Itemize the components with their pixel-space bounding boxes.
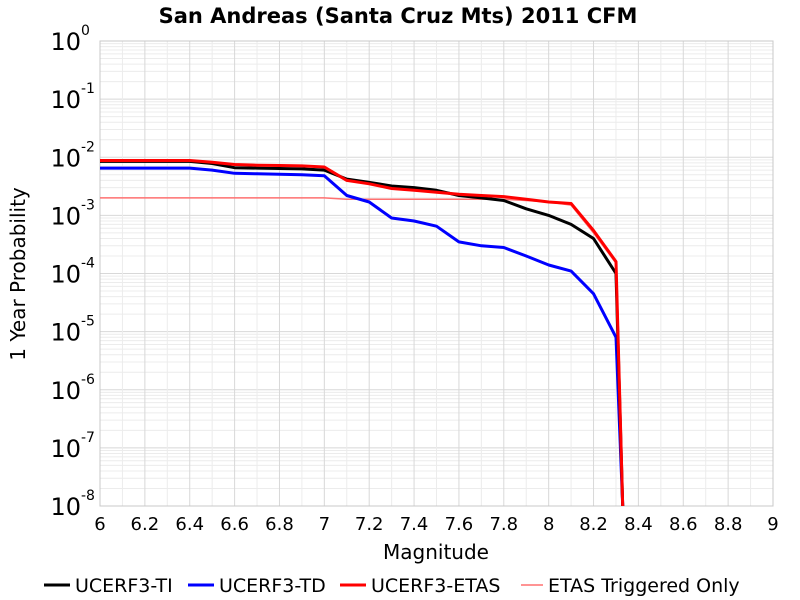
x-tick-label: 8.4: [624, 514, 653, 535]
y-tick-label: 10 -7: [50, 430, 95, 463]
x-tick-label: 7.8: [489, 514, 518, 535]
legend-item: UCERF3-TD: [188, 575, 326, 597]
y-tick-exponent: -4: [81, 256, 95, 272]
x-tick-label: 6.2: [131, 514, 160, 535]
y-tick-base: 10: [50, 319, 81, 347]
y-tick-base: 10: [50, 28, 81, 56]
x-tick-label: 6: [94, 514, 105, 535]
y-tick-base: 10: [50, 493, 81, 521]
plot-area-frame: [99, 40, 774, 507]
y-axis-label: 1 Year Probability: [6, 187, 30, 361]
x-tick-label: 7: [319, 514, 330, 535]
y-tick-label: 10 -1: [50, 81, 95, 114]
x-tick-label: 8: [543, 514, 554, 535]
x-tick-label: 6.6: [220, 514, 249, 535]
y-tick-base: 10: [50, 144, 81, 172]
legend-item: UCERF3-TI: [44, 575, 173, 597]
x-tick-label: 6.4: [175, 514, 204, 535]
chart-title: San Andreas (Santa Cruz Mts) 2011 CFM: [159, 4, 638, 28]
y-tick-label: 10 -8: [50, 488, 95, 521]
y-tick-base: 10: [50, 86, 81, 114]
y-tick-exponent: -8: [81, 488, 95, 504]
series-line-ucerf3-etas: [100, 159, 625, 507]
y-tick-base: 10: [50, 435, 81, 463]
x-tick-label: 8.2: [579, 514, 608, 535]
x-tick-label: 7.6: [445, 514, 474, 535]
x-axis-ticks: 6 6.2 6.4 6.6 6.8 7 7.2 7.4 7.6 7.8 8 8.2 8.4 8.6 8.8 9: [94, 514, 778, 535]
legend-label: UCERF3-TD: [219, 575, 326, 597]
x-axis-label: Magnitude: [383, 540, 489, 564]
y-tick-base: 10: [50, 202, 81, 230]
y-tick-label: 10 -2: [50, 139, 95, 172]
y-tick-label: 10 -6: [50, 372, 95, 405]
legend-item: ETAS Triggered Only: [521, 575, 740, 597]
grid: [99, 41, 774, 507]
x-tick-label: 7.2: [355, 514, 384, 535]
y-tick-base: 10: [50, 261, 81, 289]
series-line-ucerf3-td: [100, 166, 625, 507]
y-tick-label: 10 -3: [50, 197, 95, 230]
x-tick-label: 8.6: [669, 514, 698, 535]
y-tick-exponent: -2: [81, 139, 95, 155]
y-tick-label: 10 0: [50, 23, 89, 56]
x-tick-label: 6.8: [265, 514, 294, 535]
x-tick-label: 7.4: [400, 514, 429, 535]
y-tick-exponent: 0: [81, 23, 90, 39]
x-tick-label: 9: [767, 514, 778, 535]
y-tick-exponent: -6: [81, 372, 95, 388]
y-tick-exponent: -5: [81, 314, 95, 330]
y-tick-label: 10 -4: [50, 256, 95, 289]
y-tick-exponent: -1: [81, 81, 95, 97]
y-tick-exponent: -3: [81, 197, 95, 213]
x-tick-label: 8.8: [714, 514, 743, 535]
legend-label: UCERF3-TI: [75, 575, 173, 597]
series-group: [100, 159, 625, 507]
y-tick-exponent: -7: [81, 430, 95, 446]
legend-item: UCERF3-ETAS: [340, 575, 500, 597]
y-tick-label: 10 -5: [50, 314, 95, 347]
legend: UCERF3-TI UCERF3-TD UCERF3-ETAS ETAS Trigge…: [44, 575, 740, 597]
legend-label: ETAS Triggered Only: [548, 575, 740, 597]
y-tick-base: 10: [50, 377, 81, 405]
legend-label: UCERF3-ETAS: [371, 575, 500, 597]
